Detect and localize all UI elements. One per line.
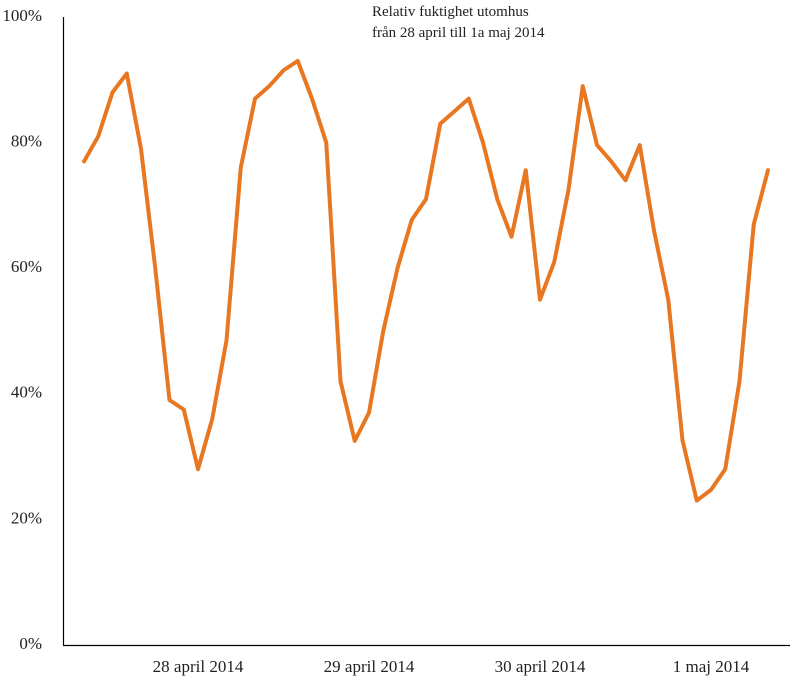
y-tick-label: 80% (11, 132, 42, 151)
y-tick-label: 40% (11, 383, 42, 402)
y-tick-label: 100% (2, 6, 42, 25)
x-tick-label: 1 maj 2014 (673, 657, 750, 676)
chart-title: Relativ fuktighet utomhus (372, 4, 529, 20)
x-tick-label: 30 april 2014 (495, 657, 586, 676)
y-tick-label: 60% (11, 257, 42, 276)
line (82, 58, 770, 503)
y-tick-label: 20% (11, 508, 42, 527)
x-tick-label: 28 april 2014 (153, 657, 244, 676)
x-tick-label: 29 april 2014 (324, 657, 415, 676)
y-tick-label: 0% (19, 634, 42, 653)
chart-subtitle: från 28 april till 1a maj 2014 (372, 25, 545, 41)
